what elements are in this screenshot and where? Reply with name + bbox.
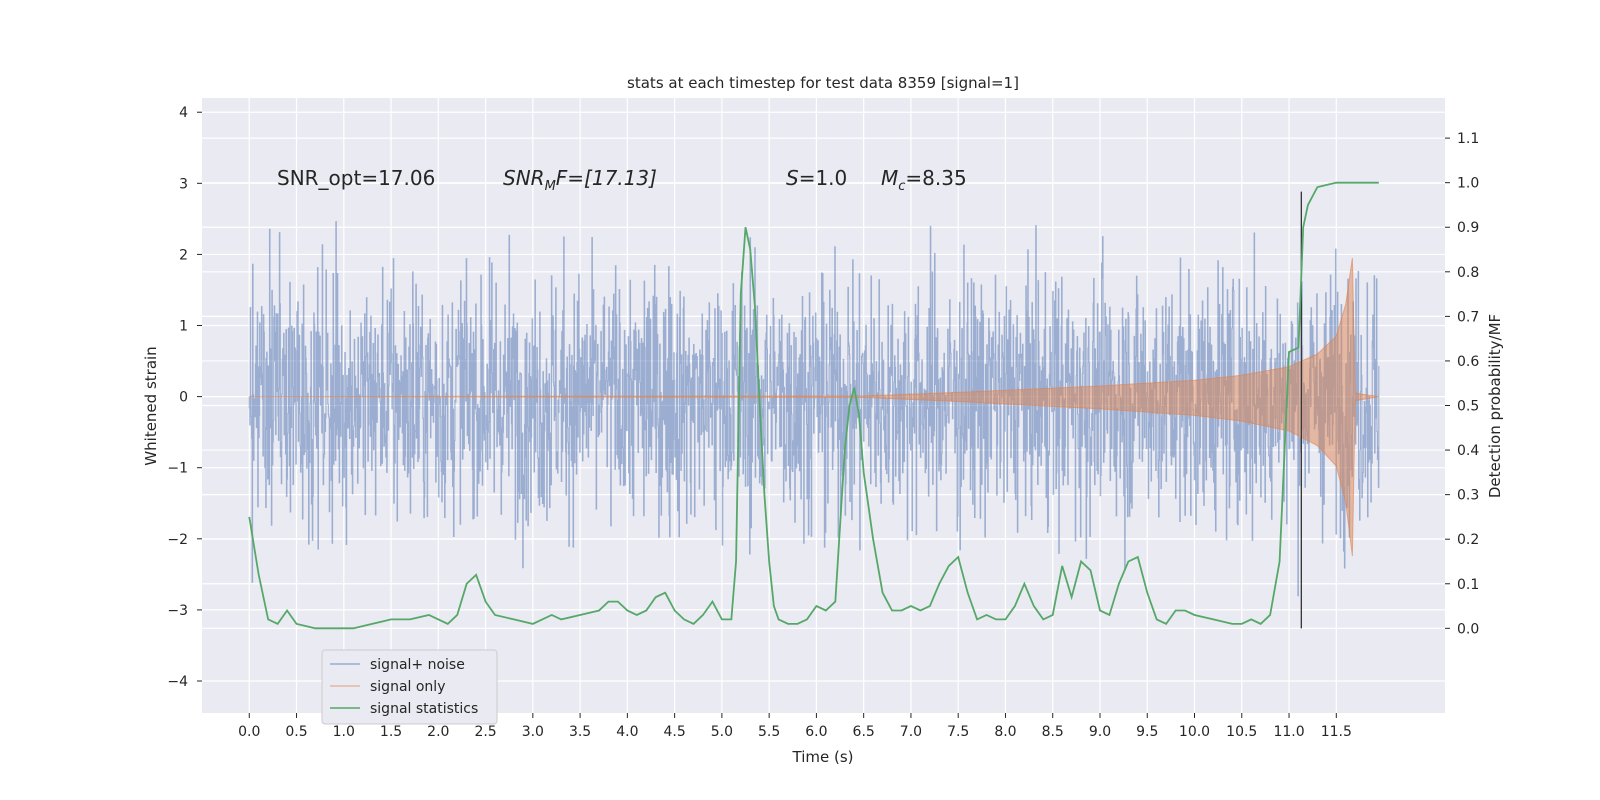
legend-label-noise: signal+ noise	[370, 657, 465, 673]
x-tick-label: 5.0	[711, 724, 733, 740]
y2-tick-label: 0.9	[1457, 220, 1479, 236]
y-axis-ticks: −4 −3 −2 −1 0 1 2 3 4	[167, 105, 202, 690]
annotation-mc: Mc=8.35	[881, 166, 967, 194]
x-tick-label: 8.0	[994, 724, 1016, 740]
x-tick-label: 10.0	[1179, 724, 1210, 740]
y2-tick-label: 0.6	[1457, 354, 1479, 370]
annotation-mc-sub: c	[898, 179, 905, 194]
x-tick-label: 7.5	[947, 724, 969, 740]
annotation-mc-var: M	[881, 166, 898, 190]
x-tick-label: 3.0	[522, 724, 544, 740]
signal-plus-noise-line	[248, 221, 1380, 597]
y-axis-label: Whitened strain	[142, 346, 160, 465]
y-tick-label: −2	[167, 532, 188, 548]
signal-statistics-series	[248, 181, 1379, 630]
chart-title: stats at each timestep for test data 835…	[627, 74, 1019, 92]
y2-tick-label: 0.7	[1457, 309, 1479, 325]
signal-only-series	[249, 257, 1379, 557]
y-tick-label: −4	[167, 674, 188, 690]
y-tick-label: 1	[179, 319, 188, 335]
y2-tick-label: 0.8	[1457, 265, 1479, 281]
y2-axis-label: Detection probability/MF	[1486, 314, 1504, 498]
x-tick-label: 6.0	[805, 724, 827, 740]
annotation-snr-opt: SNR_opt=17.06	[277, 166, 435, 190]
y2-tick-label: 0.3	[1457, 488, 1479, 504]
x-tick-label: 7.0	[900, 724, 922, 740]
y2-tick-label: 0.5	[1457, 399, 1479, 415]
x-tick-label: 9.0	[1089, 724, 1111, 740]
y2-tick-label: 0.4	[1457, 443, 1479, 459]
x-tick-label: 6.5	[853, 724, 875, 740]
x-tick-label: 11.0	[1273, 724, 1304, 740]
y2-tick-label: 1.1	[1457, 131, 1479, 147]
y-tick-label: 2	[179, 247, 188, 263]
x-tick-label: 1.0	[333, 724, 355, 740]
y-tick-label: −3	[167, 603, 188, 619]
signal-only-line	[249, 257, 1379, 557]
annotation-snr-mf-sub: M	[545, 179, 556, 194]
x-tick-label: 4.5	[663, 724, 685, 740]
annotation-snr-mf-base: SNR	[503, 166, 545, 190]
annotation-s-var: S	[786, 166, 799, 190]
x-tick-label: 3.5	[569, 724, 591, 740]
legend: signal+ noise signal only signal statist…	[321, 649, 498, 725]
annotation-mc-rest: =8.35	[905, 166, 966, 190]
y-tick-label: 0	[179, 390, 188, 406]
annotation-snr-mf-rest: F=[17.13]	[556, 166, 657, 190]
x-tick-label: 0.5	[285, 724, 307, 740]
x-axis-ticks: 0.0 0.5 1.0 1.5 2.0 2.5 3.0 3.5 4.0 4.5 5.0 5.5 6.0 6…	[238, 713, 1352, 740]
y-tick-label: 4	[179, 105, 188, 121]
x-tick-label: 9.5	[1136, 724, 1158, 740]
x-tick-label: 1.5	[380, 724, 402, 740]
y2-tick-label: 0.0	[1457, 621, 1479, 637]
y-tick-label: −1	[167, 461, 188, 477]
y-tick-label: 3	[179, 176, 188, 192]
signal-plus-noise-series	[248, 221, 1380, 597]
y2-tick-label: 0.1	[1457, 577, 1479, 593]
annotation-s-rest: =1.0	[799, 166, 848, 190]
annotation-s: S=1.0	[786, 166, 847, 190]
x-tick-label: 8.5	[1042, 724, 1064, 740]
x-tick-label: 0.0	[238, 724, 260, 740]
x-axis-label: Time (s)	[792, 748, 854, 766]
y2-tick-label: 1.0	[1457, 176, 1479, 192]
x-tick-label: 11.5	[1321, 724, 1352, 740]
x-tick-label: 2.5	[474, 724, 496, 740]
x-tick-label: 10.5	[1226, 724, 1257, 740]
legend-label-signal: signal only	[370, 679, 445, 695]
annotation-snr-mf: SNRMF=[17.13]	[503, 166, 657, 194]
x-tick-label: 4.0	[616, 724, 638, 740]
y2-axis-ticks: 0.0 0.1 0.2 0.3 0.4 0.5 0.6 0.7 0.8 0.9 1.0 1.1	[1445, 131, 1479, 637]
x-tick-label: 2.0	[427, 724, 449, 740]
y2-tick-label: 0.2	[1457, 532, 1479, 548]
legend-box	[321, 649, 498, 725]
legend-label-statistics: signal statistics	[370, 701, 478, 717]
signal-statistics-line	[248, 181, 1379, 630]
x-tick-label: 5.5	[758, 724, 780, 740]
